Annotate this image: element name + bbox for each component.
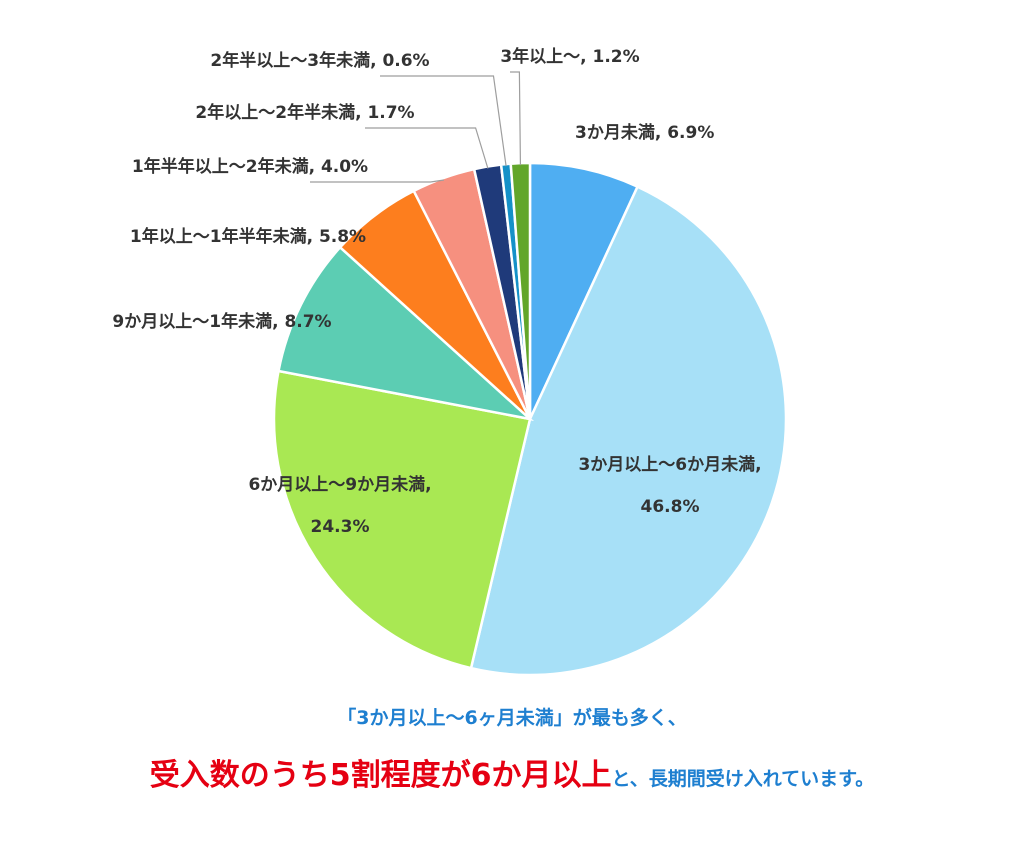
caption-line-2: 受入数のうち5割程度が6か月以上と、長期間受け入れています。 <box>0 750 1024 794</box>
slice-label: 1年半年以上〜2年未満, 4.0% <box>132 156 368 177</box>
slice-label: 9か月以上〜1年未満, 8.7% <box>112 311 331 332</box>
slice-label: 2年以上〜2年半未満, 1.7% <box>195 102 414 123</box>
pie-slice <box>469 185 788 677</box>
slice-label: 1年以上〜1年半年未満, 5.8% <box>130 226 366 247</box>
leader-line <box>310 179 445 183</box>
caption-line-1: 「3か月以上〜6ヶ月未満」が最も多く、 <box>337 707 687 729</box>
leader-line <box>380 75 507 167</box>
slice-label: 24.3% <box>311 517 370 537</box>
leader-line <box>510 71 522 166</box>
pie-slice <box>528 161 640 420</box>
slice-label: 3か月以上〜6か月未満, <box>578 454 761 475</box>
pie-slice <box>272 369 532 670</box>
pie-slice <box>277 245 535 422</box>
slice-label: 3か月未満, 6.9% <box>575 122 714 143</box>
slice-label: 6か月以上〜9か月未満, <box>248 474 431 495</box>
caption-rest: と、長期間受け入れています。 <box>611 768 875 790</box>
slice-label: 46.8% <box>641 497 700 517</box>
slice-label: 3年以上〜, 1.2% <box>500 46 639 67</box>
caption-highlight: 受入数のうち5割程度が6か月以上 <box>149 758 612 793</box>
slice-label: 2年半以上〜3年未満, 0.6% <box>210 50 429 71</box>
leader-line <box>365 127 489 169</box>
